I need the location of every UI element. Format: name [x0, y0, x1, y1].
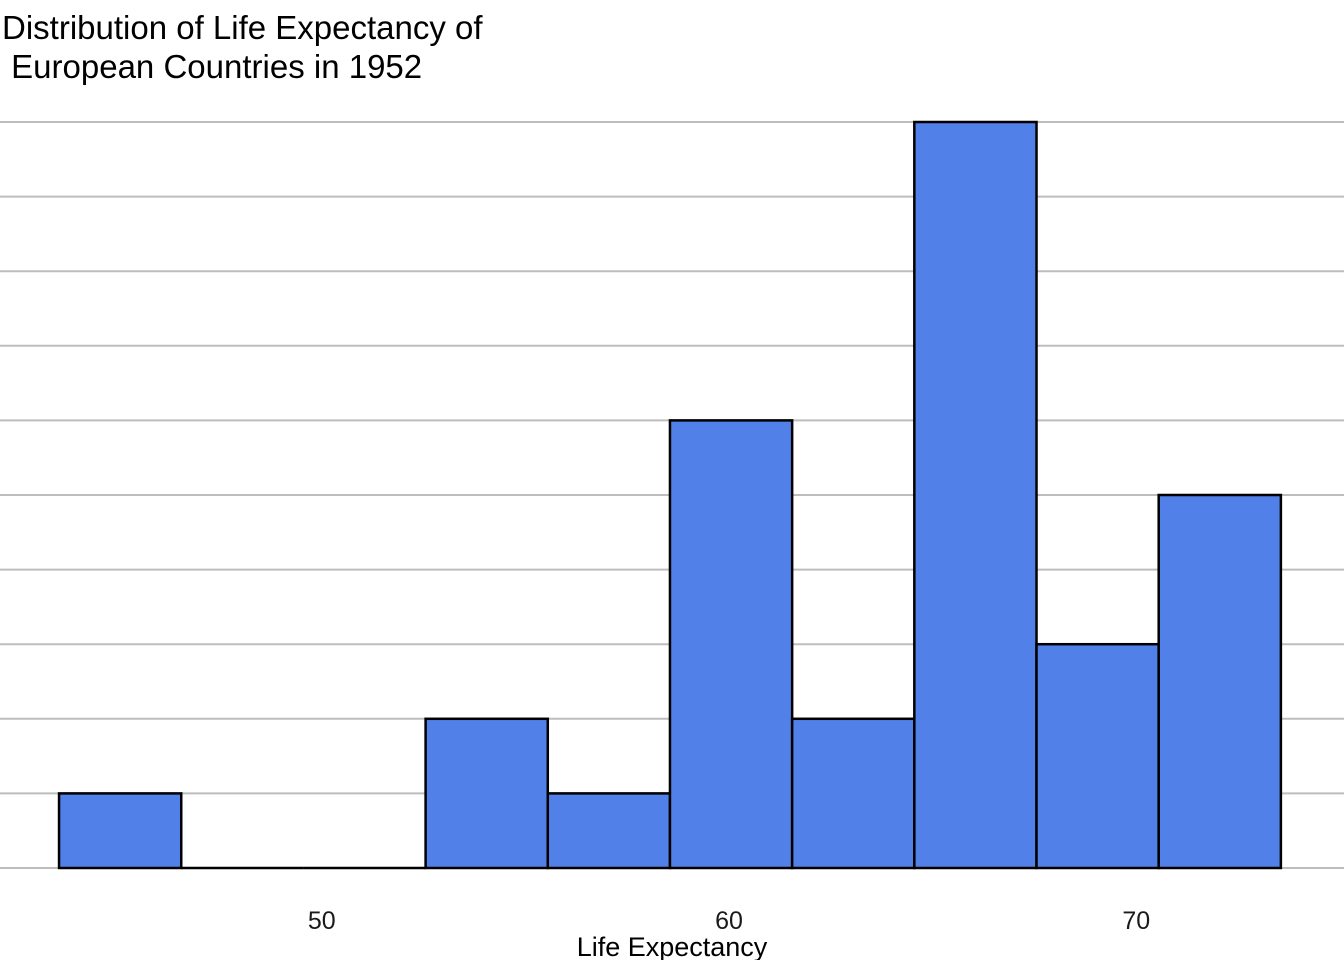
bars — [57, 120, 1283, 870]
bar-6 — [790, 717, 916, 870]
bar-5 — [668, 419, 794, 870]
x-axis-title: Life Expectancy — [577, 932, 768, 960]
x-tick-label-70: 70 — [1122, 907, 1150, 935]
bar-7 — [913, 120, 1038, 870]
x-tick-label-50: 50 — [308, 907, 336, 935]
x-tick-labels: 50 60 70 — [308, 907, 1150, 935]
bar-0 — [57, 792, 183, 870]
bar-3 — [424, 717, 550, 870]
bar-4 — [546, 792, 672, 870]
bar-9 — [1157, 493, 1283, 870]
chart-title: Distribution of Life Expectancy of Europ… — [2, 9, 483, 85]
x-tick-label-60: 60 — [715, 907, 743, 935]
bar-8 — [1035, 642, 1160, 870]
